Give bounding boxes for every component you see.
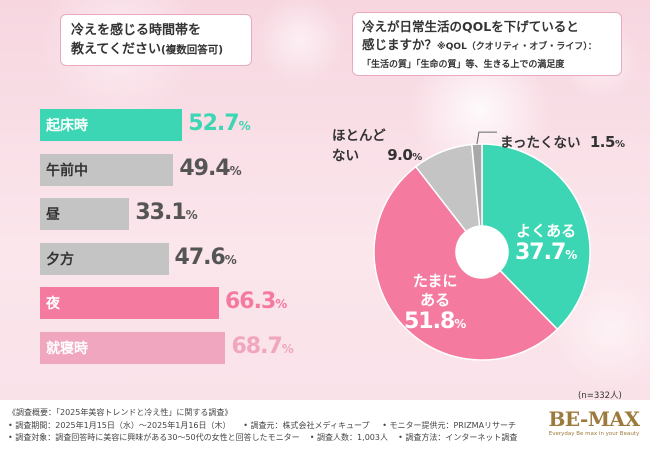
donut-hole xyxy=(456,226,508,278)
donut-slice-label: まったくない 1.5% xyxy=(500,133,625,151)
bar: 夜 xyxy=(40,287,219,319)
bar-chart-title-line1: 冷えを感じる時間帯を xyxy=(71,23,202,38)
bar-category-label: 昼 xyxy=(46,207,60,223)
bar-value-label: 68.7% xyxy=(231,333,294,359)
bar-chart-title: 冷えを感じる時間帯を 教えてください(複数回答可) xyxy=(60,14,252,66)
survey-info-line3: • 調査対象：調査回答時に美容に興味がある30～50代の女性と回答したモニター … xyxy=(8,432,517,443)
donut-slice-label: たまに ある 51.8% xyxy=(404,272,467,334)
be-max-logo: BE-MAX Everyday Be max in your Beauty xyxy=(548,407,641,438)
footer xyxy=(0,400,650,450)
leader-line xyxy=(476,131,497,145)
bar-chart-title-line2: 教えてください xyxy=(71,42,161,57)
bar: 夕方 xyxy=(40,242,169,275)
bar: 昼 xyxy=(40,198,130,230)
bar-value-label: 47.6% xyxy=(174,244,237,270)
donut-slice-label: ほとんど ない 9.0% xyxy=(332,128,423,164)
sample-size-note: (n=332人) xyxy=(578,391,622,401)
bar: 起床時 xyxy=(40,109,183,141)
survey-target: • 調査対象：調査回答時に美容に興味がある30～50代の女性と回答したモニター xyxy=(8,433,300,442)
qol-note-2: 「生活の質」「生命の質」等、生きる上での満足度 xyxy=(362,60,565,70)
survey-period: • 調査期間：2025年1月15日（水）～2025年1月16日（木） xyxy=(8,421,231,430)
bar: 就寝時 xyxy=(40,331,226,364)
bar-category-label: 夕方 xyxy=(46,251,74,268)
bar-value-label: 49.4% xyxy=(179,155,242,181)
bar-category-label: 起床時 xyxy=(46,118,88,134)
logo-tagline: Everyday Be max in your Beauty xyxy=(548,431,640,437)
bar-chart-title-sub: (複数回答可) xyxy=(160,44,224,56)
qol-note-1: ※QOL（クオリティ・オブ・ライフ）： xyxy=(437,42,597,52)
donut-chart-title-line1: 冷えが日常生活のQOLを下げていると xyxy=(362,19,579,34)
survey-count: • 調査人数：1,003人 xyxy=(309,433,388,442)
survey-info-line2: • 調査期間：2025年1月15日（水）～2025年1月16日（木） • 調査元… xyxy=(8,420,516,431)
bar-value-label: 66.3% xyxy=(225,289,288,314)
donut-slice-label: よくある 37.7% xyxy=(515,222,578,265)
survey-source: • 調査元：株式会社メディキュープ xyxy=(243,421,370,430)
donut-chart-title-line2: 感じますか？ xyxy=(362,37,438,52)
monitor-provider: • モニター提供元：PRIZMAリサーチ xyxy=(382,421,517,430)
survey-method: • 調査方法：インターネット調査 xyxy=(398,433,518,442)
logo-text: BE-MAX xyxy=(548,407,641,431)
donut-chart-title: 冷えが日常生活のQOLを下げていると 感じますか？※QOL（クオリティ・オブ・ラ… xyxy=(352,12,622,76)
bar: 午前中 xyxy=(40,153,174,186)
bar-category-label: 午前中 xyxy=(46,162,88,179)
bar-value-label: 52.7% xyxy=(188,111,251,136)
survey-overview: 《調査概要：「2025年美容トレンドと冷え性」に関する調査》 xyxy=(8,408,233,417)
bar-value-label: 33.1% xyxy=(135,200,198,225)
bar-category-label: 夜 xyxy=(46,296,60,312)
bar-category-label: 就寝時 xyxy=(46,340,88,357)
